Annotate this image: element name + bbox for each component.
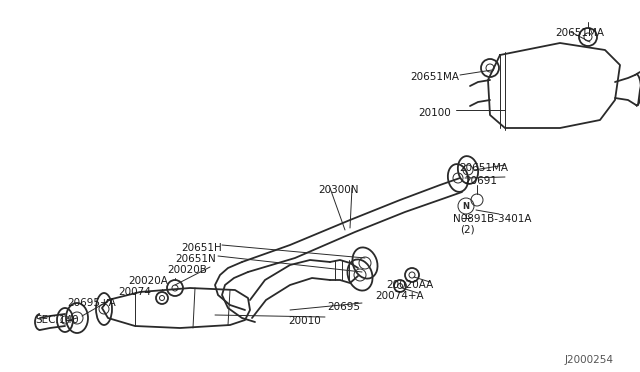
Text: 20651MA: 20651MA (555, 28, 604, 38)
Text: 20695+A: 20695+A (67, 298, 116, 308)
Text: 20651MA: 20651MA (459, 163, 508, 173)
Text: (2): (2) (460, 224, 475, 234)
Text: 20651N: 20651N (175, 254, 216, 264)
Text: 20651H: 20651H (181, 243, 221, 253)
Text: 20020B: 20020B (167, 265, 207, 275)
Text: 20020A: 20020A (128, 276, 168, 286)
Text: 20100: 20100 (418, 108, 451, 118)
Text: 20691: 20691 (464, 176, 497, 186)
Text: N0891B-3401A: N0891B-3401A (453, 214, 531, 224)
Text: 20651MA: 20651MA (410, 72, 459, 82)
Text: 20074+A: 20074+A (375, 291, 424, 301)
Text: 20300N: 20300N (318, 185, 358, 195)
Text: SEC.140: SEC.140 (35, 315, 79, 325)
Text: 20020AA: 20020AA (386, 280, 433, 290)
Text: N: N (463, 202, 470, 211)
Text: 20010: 20010 (288, 316, 321, 326)
Text: 20695: 20695 (327, 302, 360, 312)
Text: 20074: 20074 (118, 287, 151, 297)
Text: J2000254: J2000254 (565, 355, 614, 365)
